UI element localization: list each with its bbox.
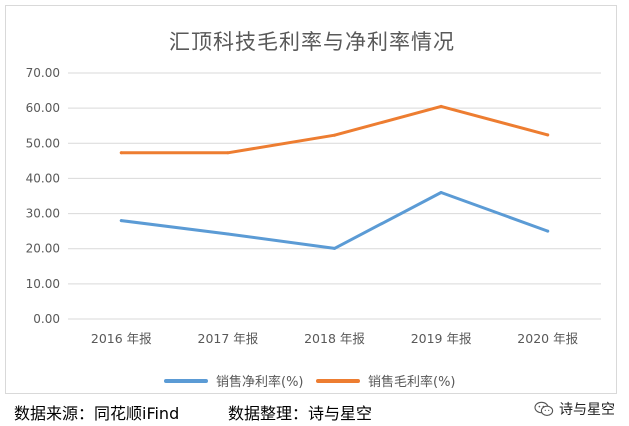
gridlines	[68, 72, 601, 320]
series-line-gross-margin	[119, 104, 550, 155]
y-tick-label: 0.00	[33, 312, 60, 326]
data-point-gross-margin	[119, 151, 123, 155]
data-point-net-margin	[333, 246, 336, 250]
y-tick-label: 50.00	[26, 136, 60, 150]
series-lines	[119, 104, 550, 250]
data-source-text: 数据来源：同花顺iFind	[14, 404, 180, 423]
x-axis-ticks: 2016 年报 2017 年报 2018 年报 2019 年报 2020 年报	[91, 331, 579, 346]
series-line-net-margin	[119, 191, 550, 250]
y-axis-ticks: 0.00 10.00 20.00 30.00 40.00 50.00 60.00 70.00	[26, 66, 60, 326]
data-point-net-margin	[439, 190, 443, 194]
x-tick-label: 2017 年报	[198, 331, 259, 346]
chart-frame: 汇顶科技毛利率与净利率情况 0.00 10.00 20.00 30.00 40.00 50…	[5, 5, 617, 394]
y-tick-label: 20.00	[26, 242, 60, 256]
y-tick-label: 60.00	[26, 101, 60, 115]
data-point-gross-margin	[333, 133, 336, 137]
legend-item-gross-margin: 销售毛利率(%)	[316, 371, 456, 390]
legend-label-gross-margin: 销售毛利率(%)	[368, 375, 456, 390]
x-tick-label: 2018 年报	[304, 331, 365, 346]
data-organizer-text: 数据整理：诗与星空	[228, 404, 373, 423]
line-chart: 0.0010.0020.0030.0040.0050.0060.0070.00 …	[26, 66, 601, 346]
wechat-icon	[534, 401, 554, 416]
data-point-gross-margin	[439, 104, 443, 108]
data-point-gross-margin	[226, 151, 230, 155]
x-tick-label: 2016 年报	[91, 331, 152, 346]
legend-swatch-gross-margin	[316, 378, 360, 383]
y-tick-label: 40.00	[26, 171, 60, 185]
legend-item-net-margin: 销售净利率(%)	[164, 371, 304, 390]
x-tick-label: 2019 年报	[411, 331, 472, 346]
data-point-net-margin	[226, 232, 230, 236]
data-point-net-margin	[119, 219, 123, 223]
legend-label-net-margin: 销售净利率(%)	[216, 375, 304, 390]
x-tick-label: 2020 年报	[517, 331, 578, 346]
data-point-net-margin	[546, 229, 550, 233]
y-tick-label: 70.00	[26, 66, 60, 80]
wechat-watermark: 诗与星空	[534, 399, 615, 419]
y-tick-label: 30.00	[26, 207, 60, 221]
legend: 销售净利率(%) 销售毛利率(%)	[6, 371, 618, 391]
chart-title: 汇顶科技毛利率与净利率情况	[169, 30, 455, 54]
watermark-text: 诗与星空	[559, 402, 615, 418]
data-point-gross-margin	[546, 133, 550, 137]
footer: 数据来源：同花顺iFind 数据整理：诗与星空	[14, 400, 614, 423]
legend-swatch-net-margin	[164, 378, 208, 383]
y-tick-label: 10.00	[26, 277, 60, 291]
